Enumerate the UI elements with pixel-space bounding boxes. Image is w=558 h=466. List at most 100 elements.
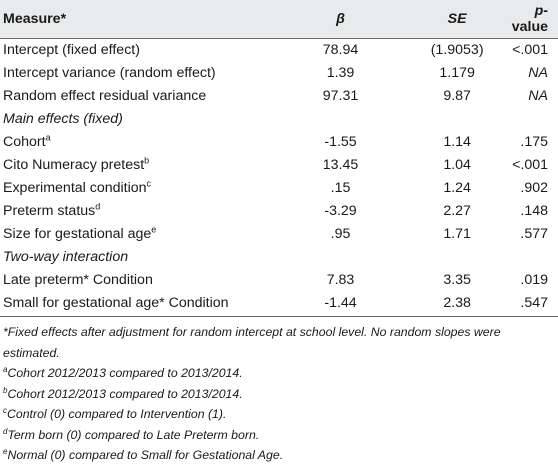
cell-beta: 78.94: [322, 41, 359, 58]
header-beta: β: [336, 11, 345, 27]
header-measure: Measure*: [3, 11, 67, 27]
cell-se: 2.27: [443, 202, 471, 219]
cell-se: [378, 107, 512, 130]
cell-beta: -1.44: [324, 294, 357, 311]
cell-measure: Two-way interaction: [0, 245, 282, 268]
cell-se: 1.04: [443, 156, 471, 173]
cell-se: 1.71: [443, 225, 471, 242]
cell-se: 9.87: [443, 87, 471, 104]
table-row: Intercept (fixed effect) 78.94 (1.9053) <.0…: [0, 38, 558, 61]
cell-se: 1.179: [439, 64, 475, 81]
table-footnotes: *Fixed effects after adjustment for rand…: [3, 322, 555, 466]
mixed-model-results-table: Measure* β SE p-value Intercept (fixed e…: [0, 0, 558, 314]
cell-p-value: .019: [520, 271, 548, 288]
footnote-marker: a: [45, 131, 51, 142]
header-p-italic: p: [534, 3, 544, 19]
measure-label: Intercept (fixed effect): [3, 41, 140, 58]
cell-measure: Cohorta: [0, 130, 282, 153]
measure-label: Intercept variance (random effect): [3, 64, 216, 81]
cell-beta: -1.55: [324, 133, 357, 150]
cell-measure: Intercept (fixed effect): [0, 38, 282, 61]
cell-se: 2.38: [443, 294, 471, 311]
measure-label: Preterm status: [3, 202, 96, 219]
measure-label: Cohort: [3, 133, 46, 150]
cell-beta: [282, 107, 378, 130]
footnote-marker: b: [144, 154, 150, 165]
cell-beta: .15: [330, 179, 351, 196]
footnote-marker: c: [146, 177, 152, 188]
table-row: Small for gestational age* Condition -1.4…: [0, 291, 558, 314]
cell-se: 1.24: [443, 179, 471, 196]
table-top-rule: [0, 0, 558, 1]
table-row: Cito Numeracy pretestb 13.45 1.04 <.001: [0, 153, 558, 176]
cell-p-value: .902: [520, 179, 548, 196]
footnote-star: *Fixed effects after adjustment for rand…: [3, 325, 501, 360]
cell-beta: [282, 245, 378, 268]
footnote-e-text: Normal (0) compared to Small for Gestati…: [7, 448, 284, 462]
footnote-c-text: Control (0) compared to Intervention (1)…: [7, 407, 227, 421]
table-row: Experimental conditionc .15 1.24 .902: [0, 176, 558, 199]
table-row: Two-way interaction: [0, 245, 558, 268]
cell-se: 1.14: [443, 133, 471, 150]
table-row: Random effect residual variance 97.31 9.87…: [0, 84, 558, 107]
cell-measure: Experimental conditionc: [0, 176, 282, 199]
cell-p-value: NA: [528, 64, 548, 81]
table-row: Main effects (fixed): [0, 107, 558, 130]
measure-label: Cito Numeracy pretest: [3, 156, 145, 173]
footnote-c: cControl (0) compared to Intervention (1…: [3, 404, 555, 425]
cell-measure: Small for gestational age* Condition: [0, 291, 282, 314]
cell-se: 3.35: [443, 271, 471, 288]
cell-p-value: .148: [520, 202, 548, 219]
cell-measure: Size for gestational agee: [0, 222, 282, 245]
header-p-value: p-value: [512, 0, 558, 38]
cell-beta: 7.83: [326, 271, 355, 288]
measure-label: Random effect residual variance: [3, 87, 207, 104]
footnote-a-text: Cohort 2012/2013 compared to 2013/2014.: [7, 366, 243, 380]
table-row: Intercept variance (random effect) 1.39 1.…: [0, 61, 558, 84]
cell-beta: -3.29: [324, 202, 357, 219]
table-header-rule: [0, 38, 558, 39]
measure-label: Main effects (fixed): [3, 110, 123, 127]
cell-p-value: [512, 107, 558, 130]
cell-beta: 1.39: [326, 64, 355, 81]
cell-beta: 97.31: [322, 87, 359, 104]
cell-p-value: <.001: [512, 41, 548, 58]
footnote-e-mark: e: [3, 446, 8, 456]
table-body: Intercept (fixed effect) 78.94 (1.9053) <.0…: [0, 38, 558, 314]
footnote-b: bCohort 2012/2013 compared to 2013/2014.: [3, 384, 555, 405]
footnote-b-text: Cohort 2012/2013 compared to 2013/2014.: [7, 386, 243, 401]
cell-p-value: .577: [520, 225, 548, 242]
cell-measure: Intercept variance (random effect): [0, 61, 282, 84]
footnote-marker: d: [95, 200, 101, 211]
table-row: Size for gestational agee .95 1.71 .577: [0, 222, 558, 245]
measure-label: Two-way interaction: [3, 248, 129, 265]
table-bottom-rule: [0, 316, 558, 317]
cell-beta: .95: [330, 225, 351, 242]
table-row: Late preterm* Condition 7.83 3.35 .019: [0, 268, 558, 291]
footnote-c-mark: c: [3, 405, 7, 415]
cell-measure: Preterm statusd: [0, 199, 282, 222]
footnote-b-mark: b: [3, 385, 8, 395]
cell-p-value: .547: [520, 294, 548, 311]
measure-label: Experimental condition: [3, 179, 147, 196]
cell-measure: Late preterm* Condition: [0, 268, 282, 291]
footnote-a-mark: a: [3, 364, 8, 374]
measure-label: Late preterm* Condition: [3, 271, 153, 288]
footnote-d-text: Term born (0) compared to Late Preterm b…: [7, 427, 260, 442]
cell-measure: Random effect residual variance: [0, 84, 282, 107]
cell-se: (1.9053): [430, 41, 484, 58]
footnote-marker: e: [151, 223, 157, 234]
footnote-d-mark: d: [3, 426, 8, 436]
cell-measure: Cito Numeracy pretestb: [0, 153, 282, 176]
header-se: SE: [447, 11, 467, 27]
measure-label: Size for gestational age: [3, 225, 152, 242]
cell-se: [378, 245, 512, 268]
cell-p-value: [512, 245, 558, 268]
table-header-row: Measure* β SE p-value: [0, 0, 558, 38]
cell-measure: Main effects (fixed): [0, 107, 282, 130]
cell-p-value: <.001: [512, 156, 548, 173]
measure-label: Small for gestational age* Condition: [3, 294, 229, 311]
cell-beta: 13.45: [322, 156, 359, 173]
footnote-e: eNormal (0) compared to Small for Gestat…: [3, 445, 555, 466]
